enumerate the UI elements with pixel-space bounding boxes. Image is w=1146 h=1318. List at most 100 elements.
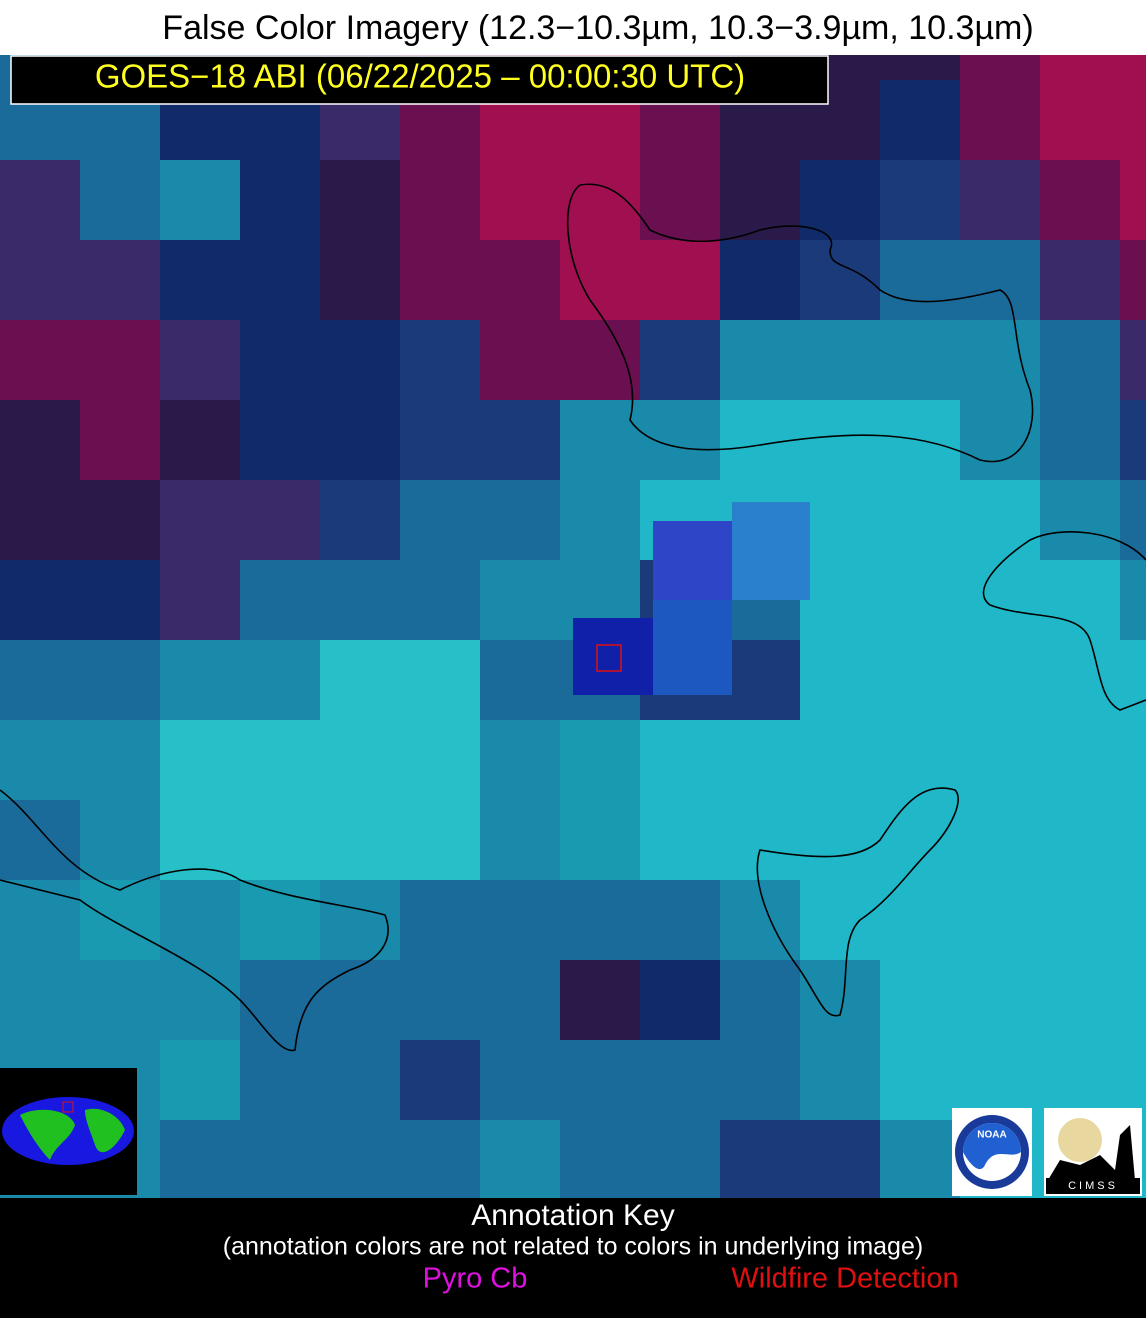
pixel: [400, 560, 480, 640]
pixel: [160, 960, 240, 1040]
pixel: [480, 160, 560, 240]
pixel: [960, 720, 1040, 800]
pixel: [0, 640, 80, 720]
pixel: [560, 1040, 640, 1120]
pixel: [560, 400, 640, 480]
pixel: [400, 960, 480, 1040]
pixel: [720, 960, 800, 1040]
coastline: [0, 789, 389, 1052]
pixel: [1040, 720, 1120, 800]
pixel: [320, 560, 400, 640]
pixel: [0, 400, 80, 480]
pixel: [160, 160, 240, 240]
pixel: [1120, 240, 1146, 320]
annotation-title: Annotation Key: [471, 1199, 674, 1232]
pixel: [240, 800, 320, 880]
pixel: [160, 400, 240, 480]
pixel: [320, 240, 400, 320]
pixel: [480, 400, 560, 480]
pixel: [1040, 400, 1120, 480]
pixel: [560, 1120, 640, 1198]
pixel: [800, 560, 880, 640]
pixel: [320, 640, 400, 720]
pixel: [880, 1040, 960, 1120]
pixel: [1040, 560, 1120, 640]
pixel: [80, 640, 160, 720]
pixel: [240, 480, 320, 560]
pixel: [573, 618, 653, 695]
pixel: [0, 960, 80, 1040]
pixel: [1040, 320, 1120, 400]
pixel: [80, 160, 160, 240]
pixel: [0, 800, 80, 880]
pixel: [720, 400, 800, 480]
pixel: [960, 240, 1040, 320]
pixel: [480, 640, 560, 720]
pixel: [1040, 80, 1120, 160]
pixel: [720, 720, 800, 800]
pixel: [1040, 160, 1120, 240]
pixel: [320, 720, 400, 800]
pixel: [560, 880, 640, 960]
pixel: [320, 800, 400, 880]
pixel: [640, 400, 720, 480]
pixel: [960, 880, 1040, 960]
pixel: [880, 640, 960, 720]
pixel: [240, 560, 320, 640]
coastline: [982, 531, 1146, 711]
imagery: [0, 0, 1146, 1198]
pixel: [732, 502, 810, 600]
title-strip: [0, 0, 1146, 55]
title: False Color Imagery (12.3−10.3µm, 10.3−3…: [162, 9, 1033, 47]
pixel: [0, 240, 80, 320]
pixel: [880, 240, 960, 320]
pixel: [240, 1040, 320, 1120]
pixel: [0, 480, 80, 560]
pixel: [720, 1120, 800, 1198]
pixel: [960, 400, 1040, 480]
pixel: [720, 240, 800, 320]
pixel: [160, 1120, 240, 1198]
pixel: [1120, 160, 1146, 240]
pixel: [960, 560, 1040, 640]
pixel: [960, 960, 1040, 1040]
pixel: [160, 1040, 240, 1120]
pixel: [560, 800, 640, 880]
pixel: [960, 640, 1040, 720]
pixel: [880, 880, 960, 960]
pixel: [640, 960, 720, 1040]
pixel: [80, 960, 160, 1040]
pixel: [720, 1040, 800, 1120]
pixel: [0, 720, 80, 800]
pixel: [160, 240, 240, 320]
pixel: [320, 480, 400, 560]
pixel: [480, 800, 560, 880]
pixel: [640, 800, 720, 880]
pixel: [80, 800, 160, 880]
pixel: [1040, 960, 1120, 1040]
pixel: [400, 640, 480, 720]
pixel: [1120, 80, 1146, 160]
pixel: [640, 160, 720, 240]
pixel: [80, 480, 160, 560]
pixel: [160, 640, 240, 720]
pixel: [640, 1040, 720, 1120]
pixel: [480, 880, 560, 960]
pixel: [640, 720, 720, 800]
pixel: [400, 1040, 480, 1120]
subtitle-box: [10, 55, 829, 105]
pixel: [560, 720, 640, 800]
pixel: [720, 160, 800, 240]
pixel: [480, 960, 560, 1040]
cimss-logo: CIMSS: [1044, 1108, 1142, 1196]
pixel: [480, 320, 560, 400]
fire-marker: [596, 644, 622, 672]
pixel: [160, 480, 240, 560]
pixel: [1040, 640, 1120, 720]
pixel: [1120, 720, 1146, 800]
pixel: [800, 1040, 880, 1120]
pixel: [560, 320, 640, 400]
pixel: [400, 160, 480, 240]
pixel: [160, 880, 240, 960]
